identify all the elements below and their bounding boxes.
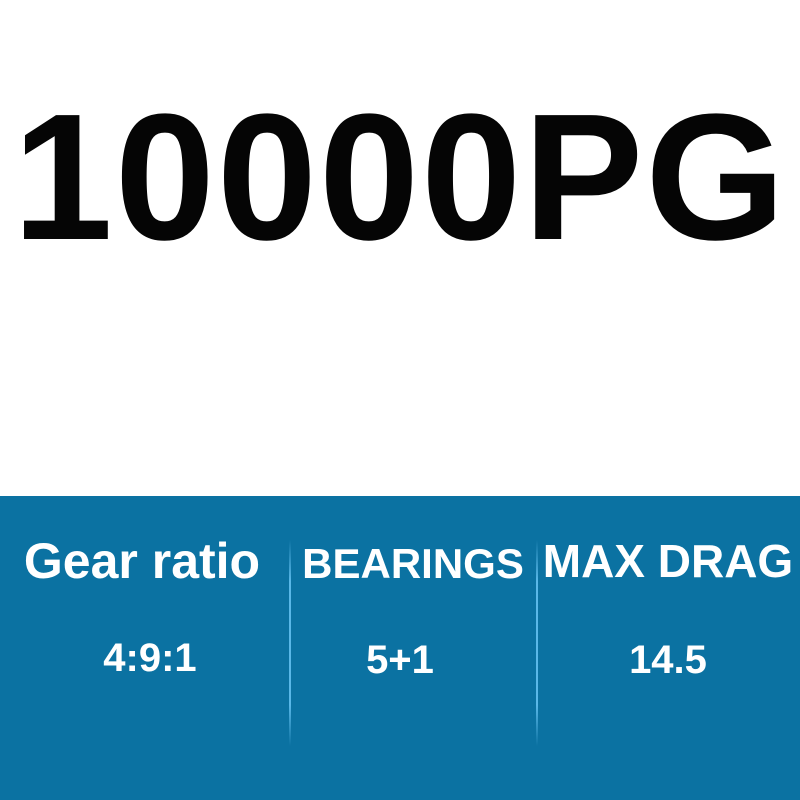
divider bbox=[289, 540, 291, 746]
spec-banner: Gear ratio 4:9:1 BEARINGS 5+1 MAX DRAG 1… bbox=[0, 496, 800, 800]
spec-label-gear-ratio: Gear ratio bbox=[23, 533, 261, 589]
divider bbox=[536, 540, 538, 746]
spec-label-max-drag: MAX DRAG bbox=[542, 535, 794, 587]
spec-value-max-drag: 14.5 bbox=[629, 638, 707, 682]
model-title: 10000PG bbox=[12, 77, 788, 278]
spec-value-bearings: 5+1 bbox=[366, 638, 434, 682]
spec-label-bearings: BEARINGS bbox=[302, 540, 524, 587]
spec-value-gear-ratio: 4:9:1 bbox=[103, 636, 197, 680]
